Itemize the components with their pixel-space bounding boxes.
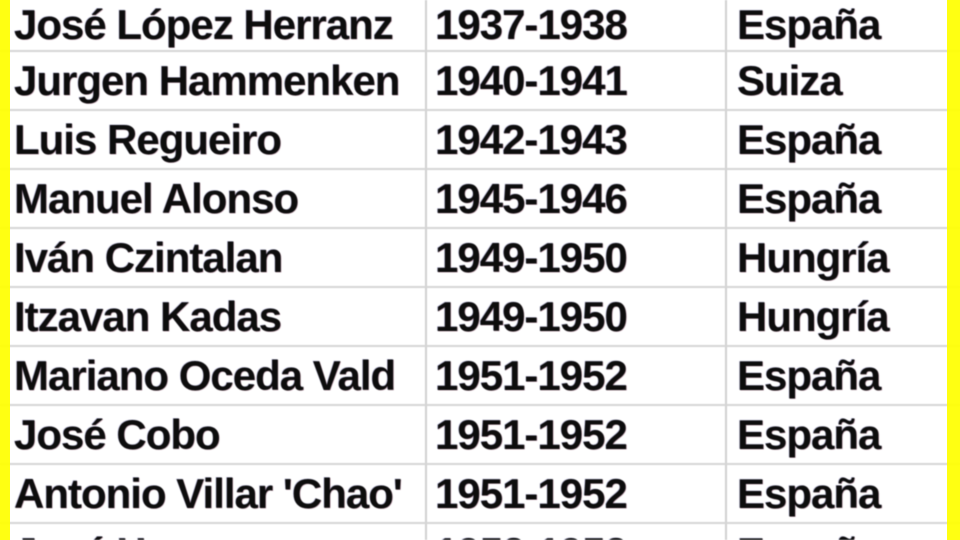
cell-nationality[interactable]: España [725,347,960,404]
cell-nationality[interactable]: Hungría [725,288,960,345]
cell-years[interactable]: 1942-1943 [425,111,725,168]
cell-name[interactable]: Manuel Alonso [14,174,299,222]
table-row: José López Herranz 1937-1938 España [0,0,960,52]
cell-name[interactable]: Iván Czintalan [14,233,283,281]
cell-name[interactable]: Antonio Villar 'Chao' [14,469,403,517]
table-row: José Cobo 1951-1952 España [0,406,960,465]
cell-years[interactable]: 1951-1952 [425,406,725,463]
cell-years[interactable]: 1940-1941 [425,52,725,109]
cell-nationality[interactable]: Hungría [725,229,960,286]
cell-name[interactable]: Itzavan Kadas [14,292,282,340]
cell-years[interactable]: 1937-1938 [425,0,725,50]
cell-name[interactable]: José H [0,524,425,540]
table-row: Itzavan Kadas 1949-1950 Hungría [0,288,960,347]
table-row: Jurgen Hammenken 1940-1941 Suiza [0,52,960,111]
cell-name[interactable]: Luis Regueiro [14,115,282,163]
table-row: Manuel Alonso 1945-1946 España [0,170,960,229]
cell-nationality[interactable]: España [725,524,960,540]
cell-years[interactable]: 1952-1953 [425,524,725,540]
table-row: Mariano Oceda Vald 1951-1952 España [0,347,960,406]
cell-nationality[interactable]: Suiza [725,52,960,109]
cell-years[interactable]: 1949-1950 [425,288,725,345]
cell-nationality[interactable]: España [725,111,960,168]
cell-nationality[interactable]: España [725,170,960,227]
cell-name[interactable]: José López Herranz [14,1,394,48]
cell-name[interactable]: Mariano Oceda Vald [14,351,396,399]
right-yellow-highlight-bar [947,0,960,540]
table-row: Iván Czintalan 1949-1950 Hungría [0,229,960,288]
cell-years[interactable]: 1951-1952 [425,347,725,404]
cell-years[interactable]: 1945-1946 [425,170,725,227]
table-row: Antonio Villar 'Chao' 1951-1952 España [0,465,960,524]
cell-years[interactable]: 1951-1952 [425,465,725,522]
cell-name[interactable]: José Cobo [14,410,221,458]
cell-nationality[interactable]: España [725,465,960,522]
table-row: Luis Regueiro 1942-1943 España [0,111,960,170]
cell-nationality[interactable]: España [725,0,960,50]
cell-years[interactable]: 1949-1950 [425,229,725,286]
table-row-partial: José H 1952-1953 España [0,524,960,540]
left-yellow-highlight-bar [0,0,10,540]
cell-nationality[interactable]: España [725,406,960,463]
cell-name[interactable]: Jurgen Hammenken [14,56,400,104]
